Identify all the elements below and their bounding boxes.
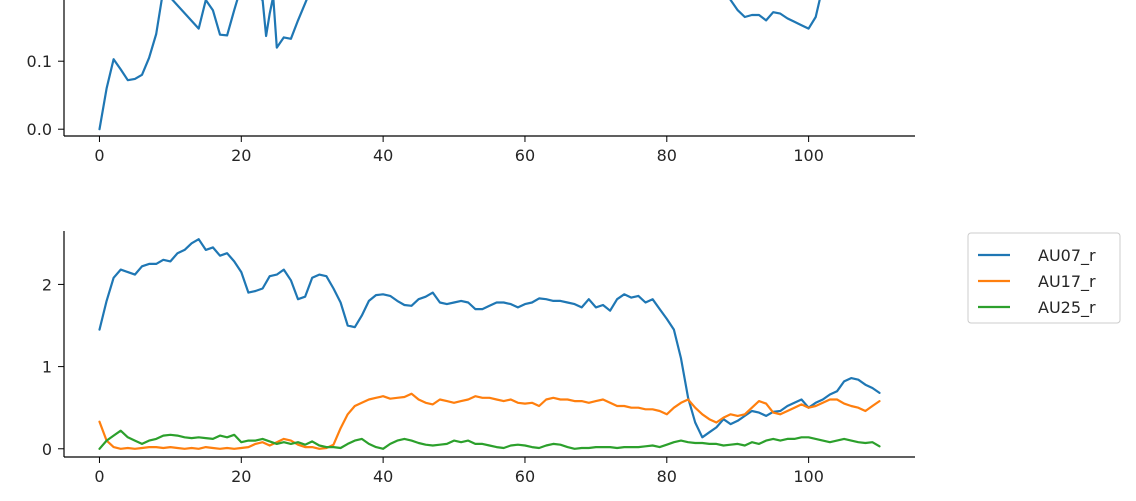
legend-label: AU25_r: [1038, 298, 1096, 318]
legend-label: AU17_r: [1038, 272, 1096, 292]
bottom-xtick-label: 0: [94, 467, 104, 486]
top-ytick-label: 0.0: [27, 120, 52, 139]
legend: AU07_r AU17_r AU25_r: [967, 232, 1121, 324]
top-series-line-1: [98, 0, 821, 131]
top-xtick-label: 20: [231, 146, 251, 165]
top-xtick-label: 0: [94, 146, 104, 165]
top-ytick-label: 0.1: [27, 52, 52, 71]
bottom-xtick-label: 60: [515, 467, 535, 486]
bottom-series-line-au07-r: [98, 238, 881, 439]
top-axes: 0 20 40 60 80 100 0.0 0.1: [27, 0, 915, 165]
top-xtick-label: 100: [793, 146, 824, 165]
bottom-ytick-label: 2: [42, 275, 52, 294]
bottom-xtick-label: 40: [373, 467, 393, 486]
bottom-xtick-label: 20: [231, 467, 251, 486]
top-xtick-label: 80: [657, 146, 677, 165]
bottom-xtick-label: 80: [657, 467, 677, 486]
top-xtick-label: 40: [373, 146, 393, 165]
bottom-ytick-label: 1: [42, 358, 52, 377]
top-xtick-label: 60: [515, 146, 535, 165]
bottom-xtick-label: 100: [793, 467, 824, 486]
bottom-series-line-au17-r: [98, 392, 881, 450]
legend-label: AU07_r: [1038, 246, 1096, 266]
bottom-ytick-label: 0: [42, 440, 52, 459]
bottom-axes: 0 20 40 60 80 100 0 1 2: [42, 231, 915, 486]
bottom-series-line-au25-r: [98, 429, 881, 450]
